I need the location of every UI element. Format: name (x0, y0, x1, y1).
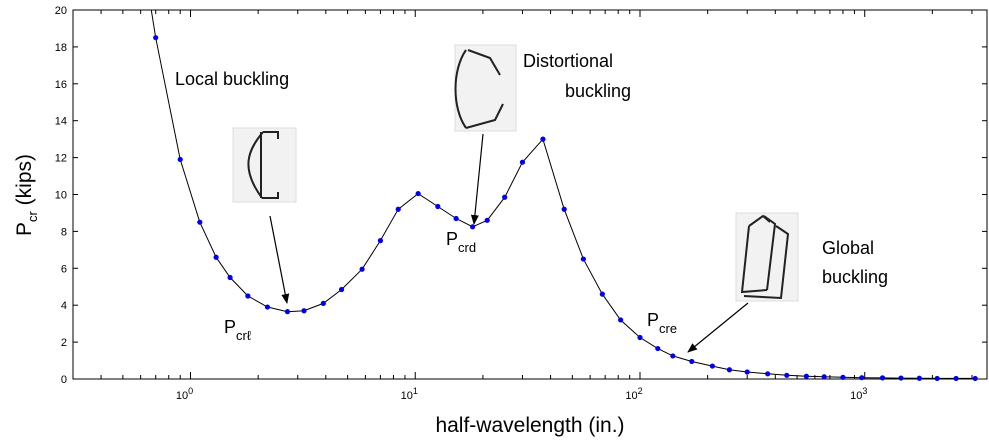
data-point (580, 256, 586, 262)
y-axis: 0 2 4 6 8 10 12 14 16 18 20 (55, 5, 987, 386)
data-point (689, 358, 695, 365)
label-pcre: Pcre (647, 310, 677, 336)
data-point (484, 217, 490, 223)
data-point (213, 254, 219, 260)
y-axis-title-sub: cr (25, 211, 40, 223)
data-point (744, 369, 750, 375)
data-point (519, 159, 526, 165)
data-point (670, 353, 676, 359)
data-point (377, 238, 384, 244)
data-point (726, 367, 733, 373)
arrow-local (269, 215, 290, 304)
x-tick-label: 102 (625, 386, 642, 402)
data-point (197, 219, 203, 225)
label-pcrl-main: P (224, 317, 236, 337)
series-group (150, 10, 978, 382)
data-point (264, 304, 271, 310)
y-tick-label: 0 (61, 374, 67, 386)
data-point (599, 291, 605, 297)
y-axis-title-main: P (13, 222, 36, 236)
label-pcrl-sub: crℓ (236, 328, 252, 343)
y-tick-label: 16 (55, 79, 67, 91)
label-pcrd: Pcrd (446, 229, 476, 255)
data-point (934, 375, 940, 382)
x-axis-title: half-wavelength (in.) (435, 414, 624, 437)
data-point (301, 308, 307, 314)
x-tick-label: 101 (401, 386, 418, 402)
annotation-distortional-line2: buckling (565, 81, 631, 101)
data-point (177, 156, 183, 163)
data-point (765, 371, 771, 377)
y-tick-label: 12 (55, 153, 67, 165)
data-point (245, 293, 251, 299)
label-pcre-main: P (647, 310, 659, 330)
y-tick-label: 20 (55, 5, 67, 17)
annotation-global-line1: Global (822, 238, 874, 258)
data-point (338, 286, 345, 293)
distortional-section-icon (454, 44, 517, 132)
x-tick-label: 100 (176, 386, 193, 402)
label-pcre-sub: cre (659, 321, 677, 336)
data-point (655, 345, 661, 352)
y-tick-label: 14 (55, 116, 67, 128)
data-point (320, 300, 326, 306)
global-buckling-section-icon (735, 212, 799, 302)
y-tick-label: 4 (61, 300, 67, 312)
data-point (395, 206, 401, 212)
data-point (840, 374, 846, 380)
y-tick-label: 2 (61, 337, 67, 349)
data-point (803, 373, 809, 379)
data-point (153, 35, 159, 41)
data-point (821, 374, 827, 380)
data-point (470, 224, 476, 230)
data-point (284, 309, 291, 315)
series-line (150, 10, 976, 379)
data-point (359, 266, 365, 272)
data-point (415, 190, 421, 197)
data-point (637, 334, 643, 341)
data-point (709, 363, 716, 369)
data-point (435, 203, 441, 210)
data-point (784, 372, 790, 378)
y-tick-label: 8 (61, 226, 67, 238)
y-tick-label: 6 (61, 263, 67, 275)
y-tick-label: 18 (55, 42, 67, 54)
annotation-distortional-line1: Distortional (523, 51, 613, 71)
data-point (953, 375, 959, 382)
y-axis-title-rest: (kips) (13, 154, 36, 211)
data-point (859, 375, 865, 381)
label-pcrd-main: P (446, 229, 458, 249)
label-pcrd-sub: crd (458, 240, 476, 255)
data-point (227, 274, 233, 281)
data-point (916, 375, 922, 381)
label-pcrl: Pcrℓ (224, 317, 252, 343)
arrow-distortional (470, 133, 484, 225)
data-point (453, 215, 459, 222)
data-point (898, 375, 904, 381)
arrow-global (687, 302, 749, 353)
annotation-global-line2: buckling (822, 267, 888, 287)
data-point (879, 375, 886, 381)
local-buckling-section-icon (232, 127, 297, 203)
y-axis-title: Pcr (kips) (13, 154, 40, 236)
x-tick-label: 103 (850, 386, 867, 402)
data-point (618, 317, 624, 323)
data-point (502, 194, 508, 200)
data-point (972, 375, 978, 382)
y-tick-label: 10 (55, 190, 67, 202)
data-point (561, 206, 567, 212)
data-point (540, 136, 546, 142)
x-axis: 100 101 102 103 (72, 10, 973, 402)
annotation-local-buckling: Local buckling (175, 69, 289, 89)
